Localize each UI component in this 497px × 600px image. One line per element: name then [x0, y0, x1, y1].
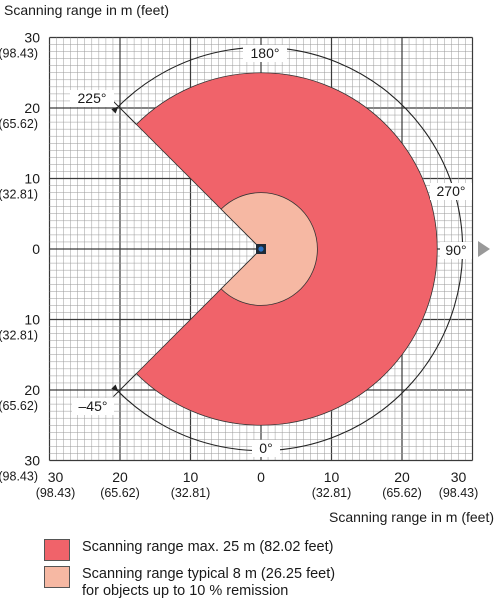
typical-range-sector	[220, 192, 318, 306]
y-axis-title: Scanning range in m (feet)	[4, 2, 169, 18]
y-tick-label-feet: (98.43)	[0, 47, 38, 61]
x-tick-label: 0	[257, 469, 265, 485]
y-tick-labels: 30(98.43)20(65.62)10(32.81)010(32.81)20(…	[0, 30, 40, 484]
legend-max: Scanning range max. 25 m (82.02 feet)	[44, 539, 333, 561]
legend-typical-label: Scanning range typical 8 m (26.25 feet) …	[82, 566, 335, 600]
leader-225	[113, 101, 137, 125]
angle-label-90: 90°	[445, 242, 466, 258]
leader-minus45	[113, 373, 137, 397]
legend-max-swatch	[44, 539, 70, 561]
x-tick-label-feet: (32.81)	[312, 486, 352, 500]
x-tick-label: 10	[183, 469, 199, 485]
y-tick-label-feet: (65.62)	[0, 117, 38, 131]
y-tick-label-feet: (65.62)	[0, 399, 38, 413]
x-tick-label: 20	[394, 469, 410, 485]
angle-label-270: 270°	[437, 183, 466, 199]
x-tick-label: 30	[48, 469, 64, 485]
x-tick-label-feet: (65.62)	[382, 486, 422, 500]
x-axis-title: Scanning range in m (feet)	[329, 509, 494, 525]
legend-typical-swatch	[44, 566, 70, 588]
angle-label-0: 0°	[259, 440, 272, 456]
y-tick-label: 30	[24, 30, 40, 46]
y-tick-label-feet: (98.43)	[0, 470, 38, 484]
x-tick-label: 10	[324, 469, 340, 485]
arrowhead-225	[111, 106, 119, 114]
x-tick-labels: 30(98.43)20(65.62)10(32.81)0 10(32.81)20(…	[36, 469, 479, 500]
y-tick-label: 10	[24, 312, 40, 328]
y-tick-label: 20	[24, 100, 40, 116]
x-tick-label-feet: (98.43)	[36, 486, 76, 500]
sensor-center-icon	[258, 246, 264, 252]
arrowhead-minus45	[111, 384, 119, 392]
y-tick-label-feet: (32.81)	[0, 188, 38, 202]
x-tick-label: 20	[112, 469, 128, 485]
y-tick-label: 20	[24, 382, 40, 398]
angle-label-minus45: –45°	[79, 398, 108, 414]
y-tick-label: 10	[24, 171, 40, 187]
x-tick-label: 30	[451, 469, 467, 485]
x-tick-label-feet: (65.62)	[100, 486, 140, 500]
x-tick-label-feet: (32.81)	[171, 486, 211, 500]
legend-typical-line2: for objects up to 10 % remission	[82, 583, 289, 599]
legend-typical: Scanning range typical 8 m (26.25 feet) …	[44, 566, 335, 600]
x-tick-label-feet: (98.43)	[439, 486, 479, 500]
legend-typical-line1: Scanning range typical 8 m (26.25 feet)	[82, 566, 336, 582]
y-tick-label: 30	[24, 453, 40, 469]
legend-max-label: Scanning range max. 25 m (82.02 feet)	[82, 539, 334, 555]
y-tick-label: 0	[32, 241, 40, 257]
direction-arrow-icon	[478, 241, 490, 257]
angle-label-180: 180°	[251, 45, 280, 61]
angle-label-225: 225°	[78, 90, 107, 106]
y-tick-label-feet: (32.81)	[0, 329, 38, 343]
